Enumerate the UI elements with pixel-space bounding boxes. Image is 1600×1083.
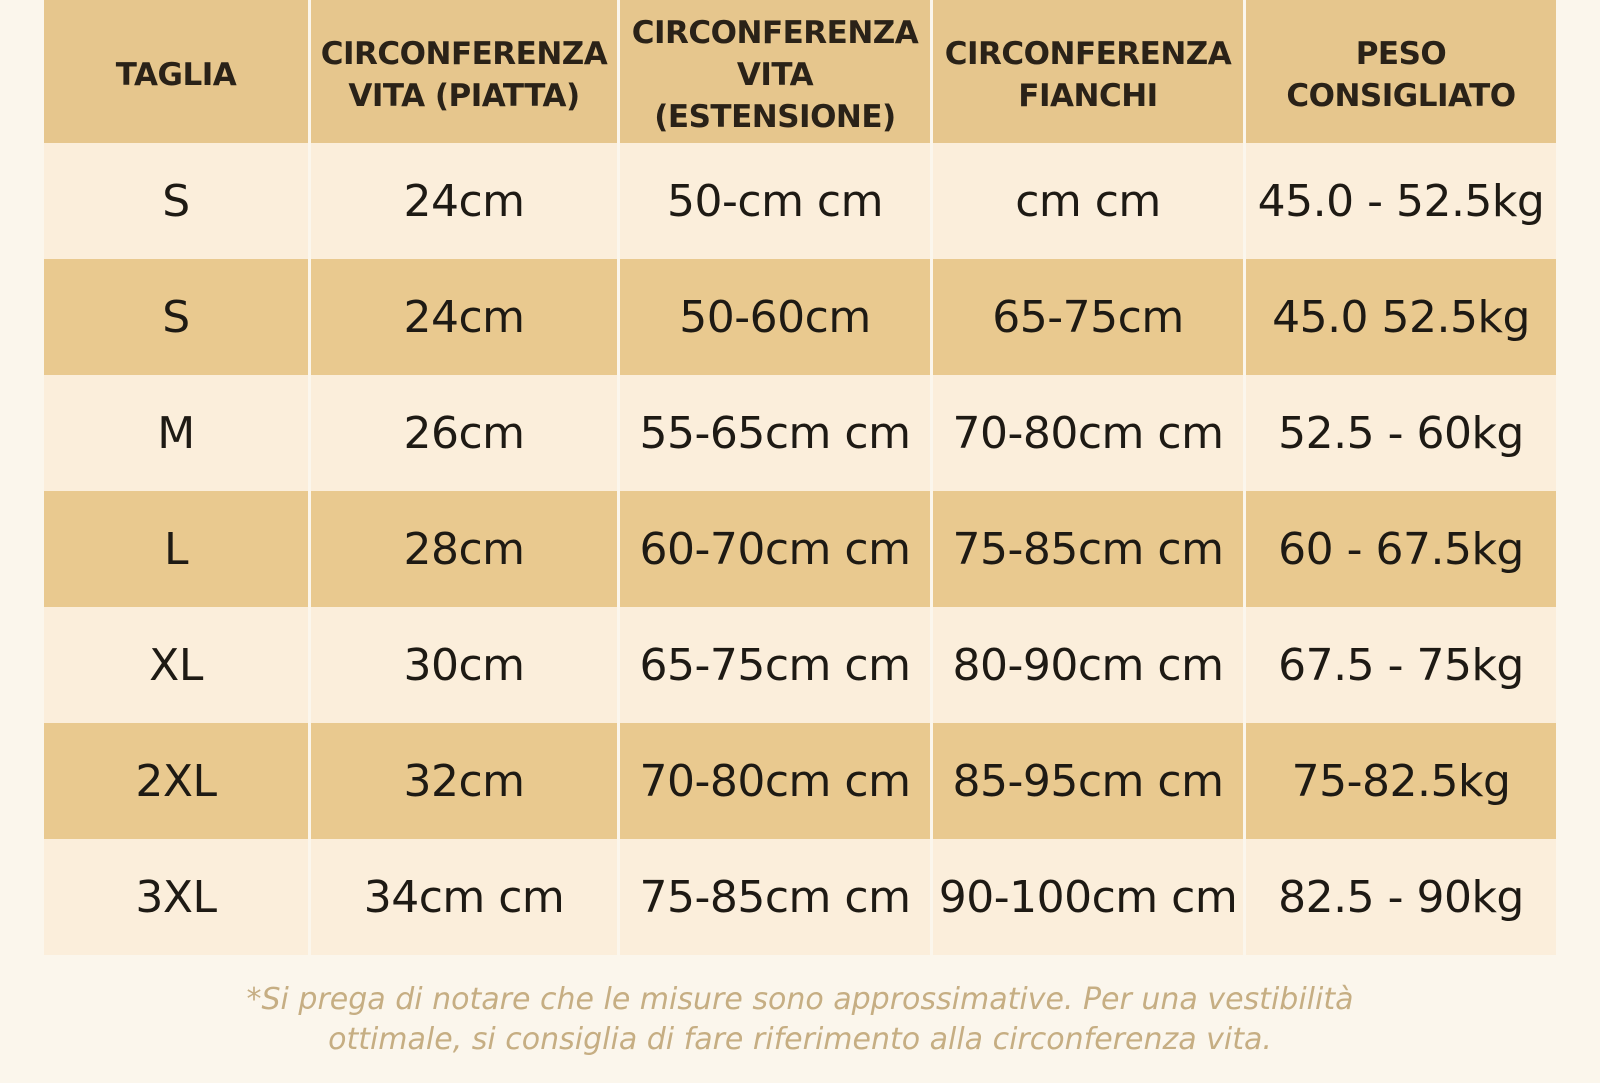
header-peso: PESO CONSIGLIATO bbox=[1246, 0, 1556, 143]
cell-taglia: S bbox=[44, 259, 308, 375]
cell-fianchi: 75-85cm cm bbox=[933, 491, 1243, 607]
cell-vita-piatta: 30cm bbox=[311, 607, 617, 723]
cell-taglia: L bbox=[44, 491, 308, 607]
header-fianchi: CIRCONFERENZA FIANCHI bbox=[933, 0, 1243, 143]
header-taglia: TAGLIA bbox=[44, 0, 308, 143]
cell-peso: 67.5 - 75kg bbox=[1246, 607, 1556, 723]
header-vita-piatta: CIRCONFERENZA VITA (PIATTA) bbox=[311, 0, 617, 143]
cell-vita-estensione: 75-85cm cm bbox=[620, 839, 930, 955]
cell-peso: 75-82.5kg bbox=[1246, 723, 1556, 839]
cell-peso: 82.5 - 90kg bbox=[1246, 839, 1556, 955]
cell-vita-piatta: 24cm bbox=[311, 259, 617, 375]
cell-taglia: S bbox=[44, 143, 308, 259]
cell-vita-piatta: 26cm bbox=[311, 375, 617, 491]
cell-vita-estensione: 65-75cm cm bbox=[620, 607, 930, 723]
cell-taglia: M bbox=[44, 375, 308, 491]
size-chart-table: TAGLIA CIRCONFERENZA VITA (PIATTA) CIRCO… bbox=[44, 0, 1556, 955]
cell-vita-piatta: 24cm bbox=[311, 143, 617, 259]
cell-fianchi: 90-100cm cm bbox=[933, 839, 1243, 955]
cell-vita-estensione: 60-70cm cm bbox=[620, 491, 930, 607]
cell-fianchi: 80-90cm cm bbox=[933, 607, 1243, 723]
cell-taglia: 2XL bbox=[44, 723, 308, 839]
cell-peso: 45.0 52.5kg bbox=[1246, 259, 1556, 375]
cell-peso: 60 - 67.5kg bbox=[1246, 491, 1556, 607]
cell-vita-estensione: 70-80cm cm bbox=[620, 723, 930, 839]
cell-vita-estensione: 55-65cm cm bbox=[620, 375, 930, 491]
cell-fianchi: 65-75cm bbox=[933, 259, 1243, 375]
cell-fianchi: cm cm bbox=[933, 143, 1243, 259]
measurement-disclaimer: *Si prega di notare che le misure sono a… bbox=[246, 982, 1354, 1057]
cell-vita-piatta: 32cm bbox=[311, 723, 617, 839]
header-vita-estensione: CIRCONFERENZA VITA (ESTENSIONE) bbox=[620, 0, 930, 143]
cell-taglia: XL bbox=[44, 607, 308, 723]
cell-peso: 52.5 - 60kg bbox=[1246, 375, 1556, 491]
cell-vita-estensione: 50-cm cm bbox=[620, 143, 930, 259]
cell-fianchi: 70-80cm cm bbox=[933, 375, 1243, 491]
cell-fianchi: 85-95cm cm bbox=[933, 723, 1243, 839]
cell-vita-estensione: 50-60cm bbox=[620, 259, 930, 375]
cell-vita-piatta: 28cm bbox=[311, 491, 617, 607]
cell-vita-piatta: 34cm cm bbox=[311, 839, 617, 955]
cell-taglia: 3XL bbox=[44, 839, 308, 955]
cell-peso: 45.0 - 52.5kg bbox=[1246, 143, 1556, 259]
